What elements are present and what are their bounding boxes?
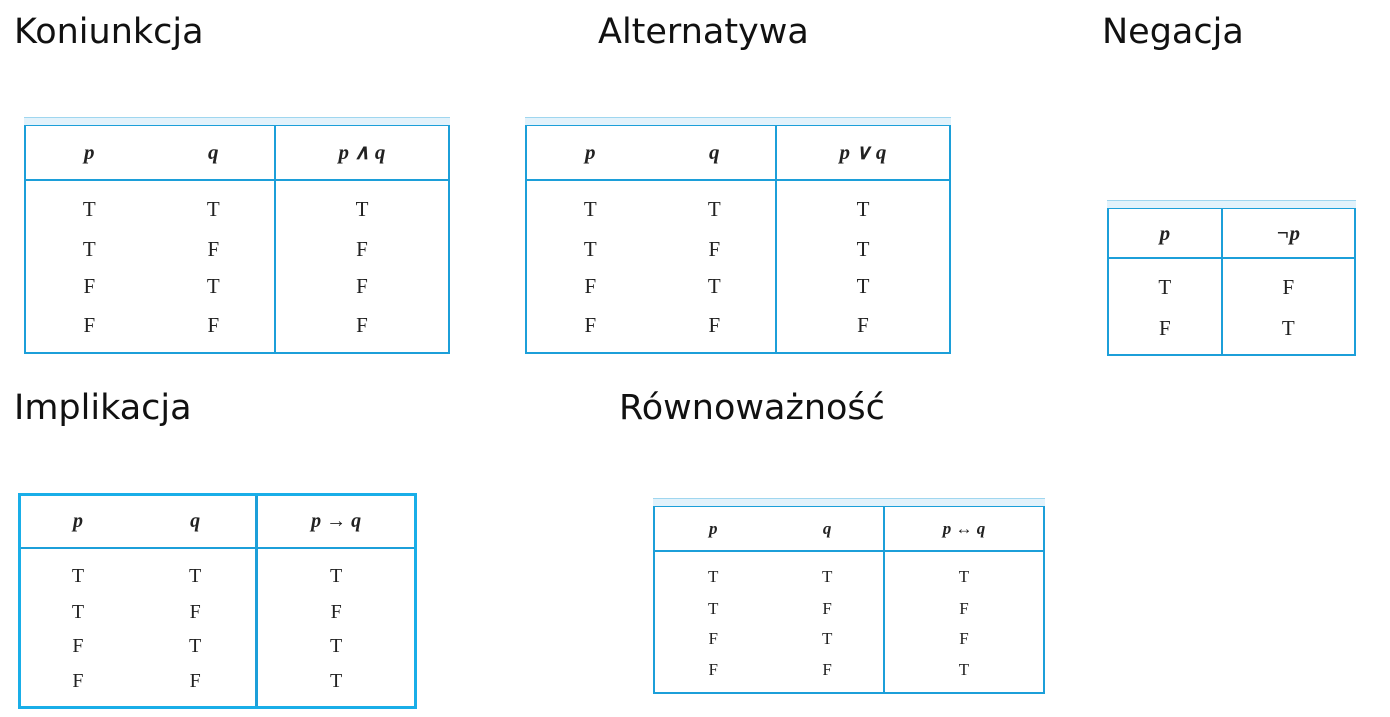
cell-p: T <box>708 567 719 587</box>
table-row: F T <box>1109 308 1354 354</box>
conjunction-truth-table: p q p ∧ q T T T T F F F T F F F F <box>24 117 450 354</box>
header-q: q <box>134 496 257 549</box>
header-p: p <box>1109 209 1222 259</box>
table-row: F T F <box>655 623 1043 654</box>
cell-p: T <box>71 600 85 623</box>
cell-q: F <box>708 313 721 338</box>
cell-result: T <box>1220 308 1354 354</box>
cell-q: T <box>189 564 202 587</box>
cell-p: F <box>708 628 718 648</box>
table-row: F T T <box>21 629 414 664</box>
cell-result: F <box>273 305 448 352</box>
cell-q: F <box>708 237 721 262</box>
table-top-band <box>1107 200 1356 208</box>
header-q: q <box>653 126 776 181</box>
cell-q: F <box>189 670 201 693</box>
equivalence-title: Równoważność <box>619 388 885 428</box>
table-row: F F T <box>655 653 1043 692</box>
table-row: T T T <box>21 548 414 596</box>
cell-result: F <box>255 595 414 630</box>
header-q: q <box>771 507 884 552</box>
header-result: p ∨ q <box>774 126 949 181</box>
header-result: p → q <box>255 496 414 549</box>
cell-result: T <box>774 230 949 269</box>
header-result: ¬p <box>1220 209 1354 259</box>
header-p: p <box>527 126 654 181</box>
disjunction-title: Alternatywa <box>598 12 809 52</box>
cell-p: F <box>708 659 718 679</box>
table-row: F F F <box>26 305 448 352</box>
table-row: T F <box>1109 258 1354 309</box>
cell-q: T <box>206 197 220 222</box>
table-row: F F F <box>527 305 949 352</box>
header-result: p ↔ q <box>882 507 1043 552</box>
cell-result: T <box>255 629 414 664</box>
conjunction-title: Koniunkcja <box>14 12 204 52</box>
cell-p: T <box>1158 275 1172 300</box>
cell-result: F <box>273 230 448 269</box>
header-result: p ∧ q <box>273 126 448 181</box>
cell-result: T <box>255 663 414 706</box>
cell-result: F <box>882 623 1043 654</box>
cell-result: T <box>255 548 414 596</box>
table-row: T F F <box>21 595 414 630</box>
cell-q: F <box>207 313 220 338</box>
implication-title: Implikacja <box>14 388 192 428</box>
cell-q: F <box>207 237 220 262</box>
cell-result: T <box>882 551 1043 595</box>
cell-q: T <box>821 628 833 648</box>
cell-p: F <box>72 670 84 693</box>
equivalence-truth-table: p q p ↔ q T T T T F F F T F F F T <box>653 498 1045 694</box>
cell-q: T <box>707 197 721 222</box>
table-row: F F T <box>21 663 414 706</box>
cell-p: F <box>83 313 96 338</box>
table-row: T F T <box>527 230 949 269</box>
cell-result: F <box>1220 258 1354 309</box>
table-row: T T T <box>527 180 949 231</box>
negation-truth-table: p ¬p T F F T <box>1107 200 1356 356</box>
cell-p: F <box>584 274 597 299</box>
cell-q: F <box>189 600 201 623</box>
cell-p: T <box>82 197 96 222</box>
cell-p: F <box>584 313 597 338</box>
negation-title: Negacja <box>1102 12 1244 52</box>
cell-p: T <box>71 564 85 587</box>
cell-result: T <box>774 180 949 231</box>
cell-q: T <box>206 274 220 299</box>
cell-result: T <box>774 268 949 306</box>
cell-q: T <box>707 274 721 299</box>
header-p: p <box>655 507 772 552</box>
cell-q: F <box>822 598 832 618</box>
cell-result: T <box>882 653 1043 692</box>
table-row: T F F <box>655 594 1043 624</box>
cell-result: F <box>882 594 1043 624</box>
cell-q: F <box>822 659 832 679</box>
cell-result: F <box>273 268 448 306</box>
cell-p: F <box>72 634 84 657</box>
cell-p: T <box>583 237 597 262</box>
table-top-band <box>653 498 1045 506</box>
table-row: T T T <box>655 551 1043 595</box>
disjunction-truth-table: p q p ∨ q T T T T F T F T T F F F <box>525 117 951 354</box>
table-top-band <box>24 117 450 125</box>
cell-p: T <box>82 237 96 262</box>
implication-truth-table: p q p → q T T T T F F F T T F F T <box>18 493 417 709</box>
cell-q: T <box>189 634 202 657</box>
cell-result: T <box>273 180 448 231</box>
cell-q: T <box>821 567 833 587</box>
header-p: p <box>21 496 135 549</box>
table-row: T T T <box>26 180 448 231</box>
header-q: q <box>152 126 275 181</box>
cell-p: T <box>708 598 719 618</box>
table-row: F T F <box>26 268 448 306</box>
cell-result: F <box>774 305 949 352</box>
header-p: p <box>26 126 153 181</box>
table-row: T F F <box>26 230 448 269</box>
cell-p: F <box>1159 315 1171 340</box>
cell-p: T <box>583 197 597 222</box>
table-row: F T T <box>527 268 949 306</box>
table-top-band <box>525 117 951 125</box>
cell-p: F <box>83 274 96 299</box>
